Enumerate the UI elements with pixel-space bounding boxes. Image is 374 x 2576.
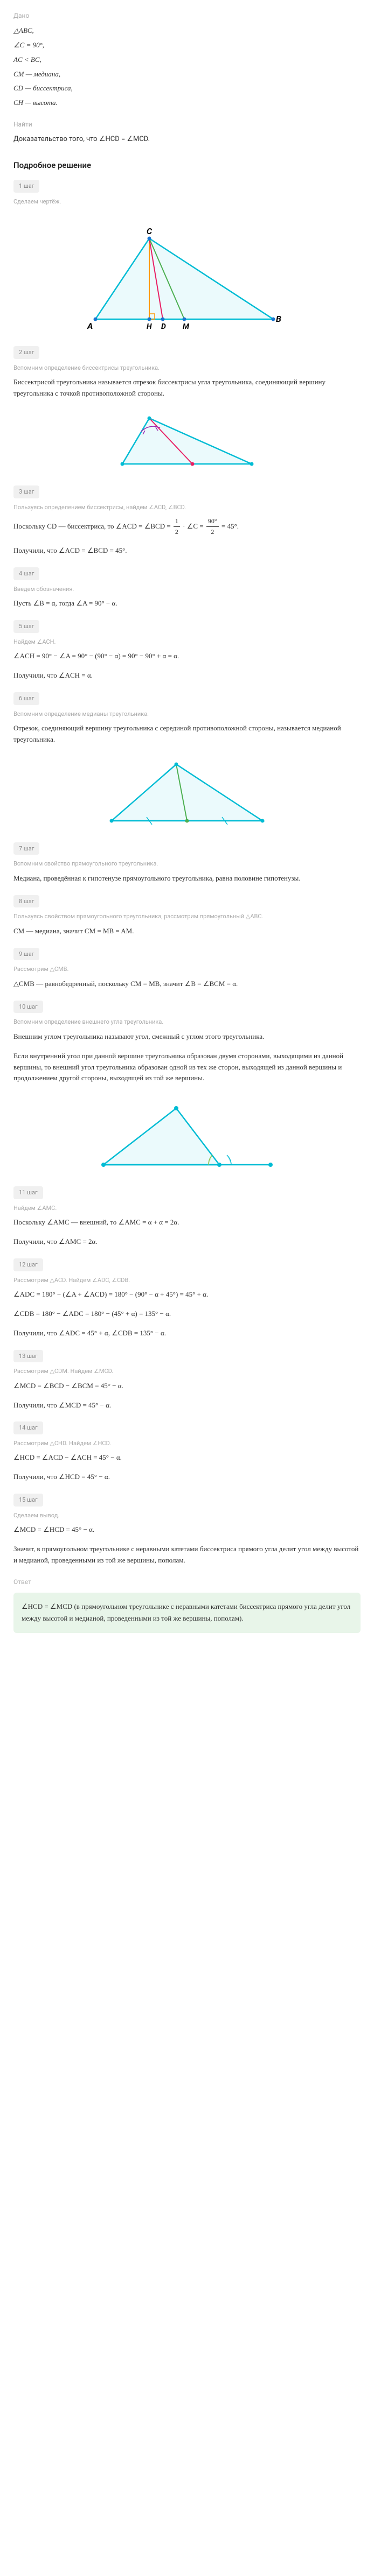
step-note: Пользуясь определением биссектрисы, найд… xyxy=(13,503,361,512)
step-note: Найдем ∠AMC. xyxy=(13,1203,361,1213)
step: 14 шаг Рассмотрим △CHD. Найдем ∠HCD. ∠HCD … xyxy=(13,1421,361,1483)
step-note: Сделаем чертёж. xyxy=(13,197,361,207)
step-note: Рассмотрим △CDM. Найдем ∠MCD. xyxy=(13,1367,361,1376)
step-badge: 4 шаг xyxy=(13,567,39,580)
step-text: △CMB — равнобедренный, поскольку CM = MB… xyxy=(13,979,361,990)
step: 12 шаг Рассмотрим △ACD. Найдем ∠ADC, ∠CDB… xyxy=(13,1258,361,1339)
step-note: Найдем ∠ACH. xyxy=(13,637,361,647)
step: 8 шаг Пользуясь свойством прямоугольного … xyxy=(13,895,361,937)
given-label: Дано xyxy=(13,11,361,21)
step-text: ∠ADC = 180° − (∠A + ∠ACD) = 180° − (90° … xyxy=(13,1289,361,1300)
step-text: Отрезок, соединяющий вершину треугольник… xyxy=(13,723,361,745)
step-badge: 2 шаг xyxy=(13,346,39,359)
step-text: Получили, что ∠ACH = α. xyxy=(13,670,361,681)
find-label: Найти xyxy=(13,119,361,130)
step-text: ∠MCD = ∠HCD = 45° − α. xyxy=(13,1524,361,1536)
given-item: AC < BC, xyxy=(13,54,361,66)
step-note: Вспомним определение биссектрисы треугол… xyxy=(13,363,361,373)
step: 9 шаг Рассмотрим △CMB. △CMB — равнобедренн… xyxy=(13,948,361,990)
svg-text:C: C xyxy=(147,226,153,236)
step-text: Биссектрисой треугольника называется отр… xyxy=(13,377,361,399)
step: 4 шаг Введем обозначения. Пусть ∠B = α, то… xyxy=(13,567,361,609)
step-text: ∠ACH = 90° − ∠A = 90° − (90° − α) = 90° … xyxy=(13,651,361,662)
step-formula: Поскольку CD — биссектриса, то ∠ACD = ∠B… xyxy=(13,516,361,537)
step: 15 шаг Сделаем вывод. ∠MCD = ∠HCD = 45° − … xyxy=(13,1494,361,1566)
answer-text: ∠HCD = ∠MCD (в прямоугольном треугольник… xyxy=(22,1602,350,1622)
step-badge: 7 шаг xyxy=(13,842,39,855)
step-text: Получили, что ∠MCD = 45° − α. xyxy=(13,1400,361,1411)
external-angle-diagram xyxy=(95,1095,279,1176)
svg-text:B: B xyxy=(276,314,281,324)
step-badge: 15 шаг xyxy=(13,1494,43,1507)
given-item: CH — высота. xyxy=(13,97,361,109)
find-text: Доказательство того, что ∠HCD = ∠MCD. xyxy=(13,134,361,145)
step-note: Рассмотрим △CHD. Найдем ∠HCD. xyxy=(13,1439,361,1448)
step: 5 шаг Найдем ∠ACH. ∠ACH = 90° − ∠A = 90° −… xyxy=(13,620,361,681)
step-note: Вспомним свойство прямоугольного треугол… xyxy=(13,859,361,869)
step: 7 шаг Вспомним свойство прямоугольного тр… xyxy=(13,842,361,884)
svg-text:M: M xyxy=(183,322,190,331)
step-text: ∠HCD = ∠ACD − ∠ACH = 45° − α. xyxy=(13,1452,361,1463)
step-badge: 12 шаг xyxy=(13,1258,43,1271)
svg-text:H: H xyxy=(147,322,152,331)
answer-box: ∠HCD = ∠MCD (в прямоугольном треугольник… xyxy=(13,1593,361,1633)
step-badge: 1 шаг xyxy=(13,180,39,193)
step: 2 шаг Вспомним определение биссектрисы тр… xyxy=(13,346,361,475)
given-list: △ABC, ∠C = 90°, AC < BC, CM — медиана, CD — … xyxy=(13,25,361,109)
step-badge: 8 шаг xyxy=(13,895,39,908)
step-badge: 10 шаг xyxy=(13,1001,43,1013)
step-badge: 6 шаг xyxy=(13,692,39,705)
step: 11 шаг Найдем ∠AMC. Поскольку ∠AMC — внешн… xyxy=(13,1186,361,1248)
step-text: Получили, что ∠HCD = 45° − α. xyxy=(13,1472,361,1483)
main-diagram: A B C H D M xyxy=(79,217,295,335)
given-item: CM — медиана, xyxy=(13,69,361,80)
given-item: CD — биссектриса, xyxy=(13,83,361,94)
step-text: ∠MCD = ∠BCD − ∠BCM = 45° − α. xyxy=(13,1381,361,1392)
step-text: Медиана, проведённая к гипотенузе прямоу… xyxy=(13,873,361,884)
step-text: Получили, что ∠AMC = 2α. xyxy=(13,1236,361,1248)
solution-heading: Подробное решение xyxy=(13,159,361,172)
bisector-diagram xyxy=(112,410,262,475)
step-text: Если внутренний угол при данной вершине … xyxy=(13,1051,361,1084)
step-note: Рассмотрим △CMB. xyxy=(13,965,361,974)
step-note: Пользуясь свойством прямоугольного треуг… xyxy=(13,912,361,921)
step-text: CM — медиана, значит CM = MB = AM. xyxy=(13,926,361,937)
given-item: ∠C = 90°, xyxy=(13,40,361,51)
given-item: △ABC, xyxy=(13,25,361,37)
step-badge: 3 шаг xyxy=(13,485,39,498)
step-text: Получили, что ∠ACD = ∠BCD = 45°. xyxy=(13,545,361,557)
step-badge: 14 шаг xyxy=(13,1421,43,1434)
step-badge: 9 шаг xyxy=(13,948,39,961)
step: 1 шаг Сделаем чертёж. A B C H D M xyxy=(13,180,361,335)
step-badge: 11 шаг xyxy=(13,1186,43,1199)
step-text: ∠CDB = 180° − ∠ADC = 180° − (45° + α) = … xyxy=(13,1308,361,1320)
steps-container: 1 шаг Сделаем чертёж. A B C H D M 2 шаг Вс… xyxy=(13,180,361,1566)
svg-text:D: D xyxy=(161,322,166,331)
step-badge: 5 шаг xyxy=(13,620,39,633)
step: 3 шаг Пользуясь определением биссектрисы,… xyxy=(13,485,361,557)
step-text: Поскольку ∠AMC — внешний, то ∠AMC = α + … xyxy=(13,1217,361,1228)
median-diagram xyxy=(101,756,273,832)
step: 6 шаг Вспомним определение медианы треуго… xyxy=(13,692,361,832)
step-note: Вспомним определение медианы треугольник… xyxy=(13,709,361,719)
step-note: Сделаем вывод. xyxy=(13,1511,361,1521)
step-note: Введем обозначения. xyxy=(13,585,361,594)
step-text: Получили, что ∠ADC = 45° + α, ∠CDB = 135… xyxy=(13,1328,361,1339)
step-text: Внешним углом треугольника называют угол… xyxy=(13,1031,361,1043)
step: 10 шаг Вспомним определение внешнего угла… xyxy=(13,1001,361,1176)
step-text: Пусть ∠B = α, тогда ∠A = 90° − α. xyxy=(13,598,361,609)
svg-text:A: A xyxy=(87,321,93,331)
step: 13 шаг Рассмотрим △CDM. Найдем ∠MCD. ∠MCD … xyxy=(13,1350,361,1411)
step-note: Вспомним определение внешнего угла треуг… xyxy=(13,1017,361,1027)
step-text: Значит, в прямоугольном треугольнике с н… xyxy=(13,1544,361,1566)
step-badge: 13 шаг xyxy=(13,1350,43,1363)
step-note: Рассмотрим △ACD. Найдем ∠ADC, ∠CDB. xyxy=(13,1276,361,1285)
answer-label: Ответ xyxy=(13,1577,361,1587)
